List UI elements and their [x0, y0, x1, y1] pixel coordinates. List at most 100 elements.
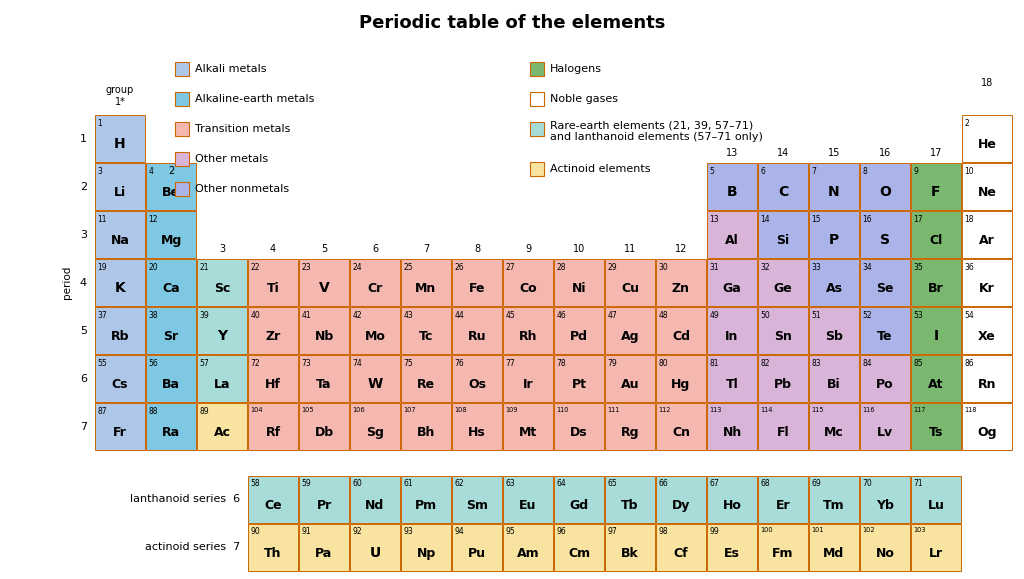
Bar — [962, 355, 1012, 402]
Bar — [95, 163, 145, 210]
Bar — [758, 307, 808, 354]
Text: 107: 107 — [403, 406, 416, 412]
Bar — [401, 403, 451, 450]
Bar — [809, 403, 859, 450]
Text: Kr: Kr — [979, 281, 995, 295]
Text: Ho: Ho — [723, 499, 741, 512]
Text: 115: 115 — [811, 406, 824, 412]
FancyBboxPatch shape — [175, 182, 189, 196]
Text: 2: 2 — [168, 166, 174, 176]
Text: 17: 17 — [930, 148, 942, 158]
Text: Alkaline-earth metals: Alkaline-earth metals — [195, 94, 314, 104]
Text: 16: 16 — [862, 214, 872, 223]
Text: K: K — [115, 281, 125, 295]
Bar — [401, 355, 451, 402]
Bar — [554, 524, 604, 571]
Bar — [605, 355, 655, 402]
Text: actinoid series  7: actinoid series 7 — [144, 543, 240, 552]
Text: Pr: Pr — [316, 499, 332, 512]
Bar — [911, 307, 961, 354]
Text: 82: 82 — [761, 358, 770, 368]
Text: 7: 7 — [80, 422, 87, 431]
Text: 78: 78 — [556, 358, 566, 368]
Bar — [911, 476, 961, 523]
Text: 66: 66 — [658, 479, 669, 489]
Text: Rn: Rn — [978, 378, 996, 391]
Bar — [554, 355, 604, 402]
Text: 74: 74 — [352, 358, 362, 368]
Text: O: O — [879, 185, 891, 199]
Text: 10: 10 — [965, 167, 974, 175]
Bar — [146, 403, 196, 450]
Bar — [452, 307, 502, 354]
Text: Transition metals: Transition metals — [195, 124, 291, 134]
Text: Ge: Ge — [773, 281, 793, 295]
Text: Po: Po — [877, 378, 894, 391]
Text: 95: 95 — [506, 527, 515, 537]
Text: 54: 54 — [965, 310, 974, 320]
FancyBboxPatch shape — [530, 162, 544, 176]
Bar — [809, 307, 859, 354]
Text: 41: 41 — [301, 310, 311, 320]
Text: Se: Se — [877, 281, 894, 295]
Text: 89: 89 — [200, 406, 209, 416]
Text: Pt: Pt — [571, 378, 587, 391]
Text: 108: 108 — [455, 406, 467, 412]
Text: 13: 13 — [726, 148, 738, 158]
FancyBboxPatch shape — [530, 62, 544, 76]
Text: Eu: Eu — [519, 499, 537, 512]
Text: Ga: Ga — [723, 281, 741, 295]
Bar — [503, 355, 553, 402]
Text: Ti: Ti — [266, 281, 280, 295]
Text: 62: 62 — [455, 479, 464, 489]
Text: 18: 18 — [981, 78, 993, 87]
FancyBboxPatch shape — [530, 122, 544, 136]
Text: Ru: Ru — [468, 329, 486, 343]
Text: Bk: Bk — [622, 547, 639, 560]
Text: 116: 116 — [862, 406, 874, 412]
Text: Fr: Fr — [113, 426, 127, 439]
Text: B: B — [727, 185, 737, 199]
Text: Ag: Ag — [621, 329, 639, 343]
Text: Au: Au — [621, 378, 639, 391]
Text: Pu: Pu — [468, 547, 486, 560]
Text: Be: Be — [162, 186, 180, 199]
Text: 24: 24 — [352, 262, 362, 272]
Text: 71: 71 — [913, 479, 923, 489]
Text: 33: 33 — [811, 262, 821, 272]
Text: 79: 79 — [607, 358, 617, 368]
Text: 4: 4 — [270, 244, 276, 254]
Text: 59: 59 — [301, 479, 311, 489]
Bar — [503, 524, 553, 571]
Text: Ac: Ac — [213, 426, 230, 439]
Text: Ra: Ra — [162, 426, 180, 439]
Text: 46: 46 — [556, 310, 566, 320]
Text: Np: Np — [417, 547, 435, 560]
Text: Tm: Tm — [823, 499, 845, 512]
Bar — [299, 355, 349, 402]
Bar — [146, 307, 196, 354]
Text: Li: Li — [114, 186, 126, 199]
Bar — [146, 355, 196, 402]
Text: Tb: Tb — [622, 499, 639, 512]
Bar — [860, 403, 910, 450]
Text: and lanthanoid elements (57–71 only): and lanthanoid elements (57–71 only) — [550, 132, 763, 142]
Bar — [656, 476, 706, 523]
Text: 104: 104 — [251, 406, 263, 412]
Text: 22: 22 — [251, 262, 260, 272]
Bar — [656, 307, 706, 354]
Bar — [605, 259, 655, 306]
Text: 80: 80 — [658, 358, 668, 368]
Bar — [299, 259, 349, 306]
Bar — [248, 476, 298, 523]
Bar — [962, 115, 1012, 162]
Text: Og: Og — [977, 426, 996, 439]
Text: 3: 3 — [97, 167, 102, 175]
Bar — [656, 403, 706, 450]
Text: 69: 69 — [811, 479, 821, 489]
Text: Lr: Lr — [929, 547, 943, 560]
Bar — [707, 211, 757, 258]
Text: La: La — [214, 378, 230, 391]
Text: Cn: Cn — [672, 426, 690, 439]
Text: 14: 14 — [777, 148, 790, 158]
